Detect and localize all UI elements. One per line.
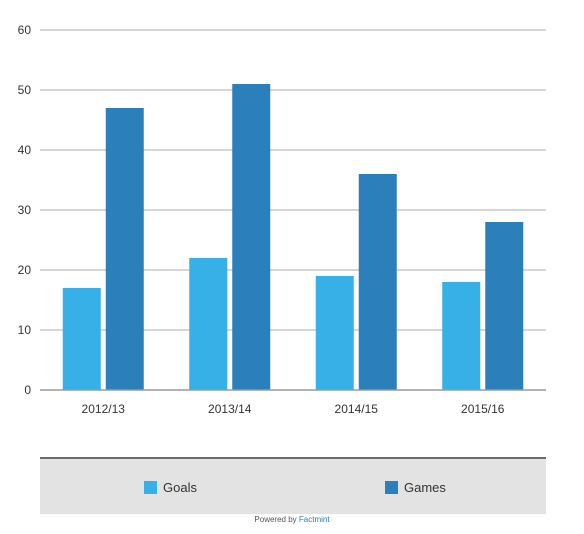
- bar-goals-2014-15[interactable]: [315, 276, 354, 390]
- bar-games-2012-13[interactable]: [105, 108, 144, 390]
- bar-goals-2015-16[interactable]: [442, 282, 481, 390]
- credit-prefix: Powered by: [254, 515, 297, 524]
- legend-label-goals: Goals: [163, 480, 197, 495]
- y-tick-label-40: 40: [18, 143, 32, 157]
- legend: Goals Games: [40, 457, 546, 514]
- legend-item-games[interactable]: Games: [385, 480, 446, 495]
- y-tick-label-0: 0: [24, 383, 31, 397]
- y-tick-label-20: 20: [18, 263, 32, 277]
- x-tick-label-2014-15: 2014/15: [335, 402, 379, 416]
- credit-brand-link[interactable]: Factmint: [298, 515, 330, 524]
- bar-games-2013-14[interactable]: [232, 84, 271, 390]
- y-tick-label-30: 30: [18, 203, 32, 217]
- bar-chart-plot: 0 10 20 30 40 50 60 2012/13 2013/14 2014/15 2015/1…: [18, 23, 546, 416]
- legend-item-goals[interactable]: Goals: [144, 480, 197, 495]
- x-tick-label-2012-13: 2012/13: [82, 402, 126, 416]
- legend-swatch-games: [385, 481, 398, 494]
- bar-goals-2012-13[interactable]: [62, 288, 101, 390]
- x-tick-label-2013-14: 2013/14: [208, 402, 252, 416]
- x-tick-label-2015-16: 2015/16: [461, 402, 505, 416]
- legend-label-games: Games: [404, 480, 446, 495]
- y-tick-label-50: 50: [18, 83, 32, 97]
- bar-games-2015-16[interactable]: [485, 222, 524, 390]
- bar-goals-2013-14[interactable]: [189, 258, 228, 390]
- legend-swatch-goals: [144, 481, 157, 494]
- y-tick-label-10: 10: [18, 323, 32, 337]
- powered-by-credit: Powered by Factmint: [0, 515, 584, 524]
- bar-games-2014-15[interactable]: [358, 174, 397, 390]
- y-tick-label-60: 60: [18, 23, 32, 37]
